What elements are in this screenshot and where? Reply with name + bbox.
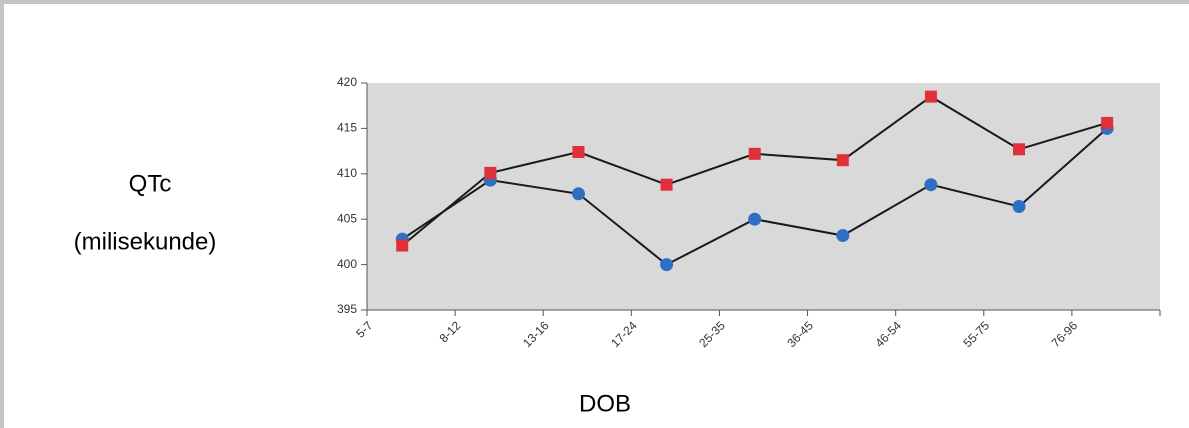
marker [748,147,761,160]
y-axis-label: (milisekunde) [74,228,217,255]
y-tick-label: 420 [337,75,357,89]
plot-area [367,83,1160,310]
y-tick-label: 415 [337,121,357,135]
marker [396,239,409,252]
marker [1013,143,1026,156]
marker [572,146,585,159]
marker [660,258,674,272]
x-tick-label: 25-35 [696,318,728,350]
marker [1012,199,1026,213]
x-tick-label: 8-12 [437,318,464,345]
marker [836,229,850,243]
y-tick-label: 405 [337,211,357,225]
frame-left [0,0,4,428]
x-axis-label: DOB [579,390,631,417]
x-tick-label: 5-7 [353,318,375,340]
x-tick-label: 55-75 [961,318,993,350]
y-tick-label: 395 [337,302,357,316]
marker [1101,116,1114,129]
frame-top [0,0,1189,4]
marker [924,178,938,192]
x-tick-label: 76-96 [1049,318,1081,350]
x-tick-label: 36-45 [784,318,816,350]
y-tick-label: 410 [337,166,357,180]
marker [836,154,849,167]
x-tick-label: 17-24 [608,318,640,350]
x-tick-label: 46-54 [872,318,904,350]
marker [660,178,673,191]
marker [571,187,585,201]
marker [748,212,762,226]
y-tick-label: 400 [337,257,357,271]
marker [484,166,497,179]
marker [924,90,937,103]
x-tick-label: 13-16 [520,318,552,350]
y-axis-label: QTc [129,170,172,197]
